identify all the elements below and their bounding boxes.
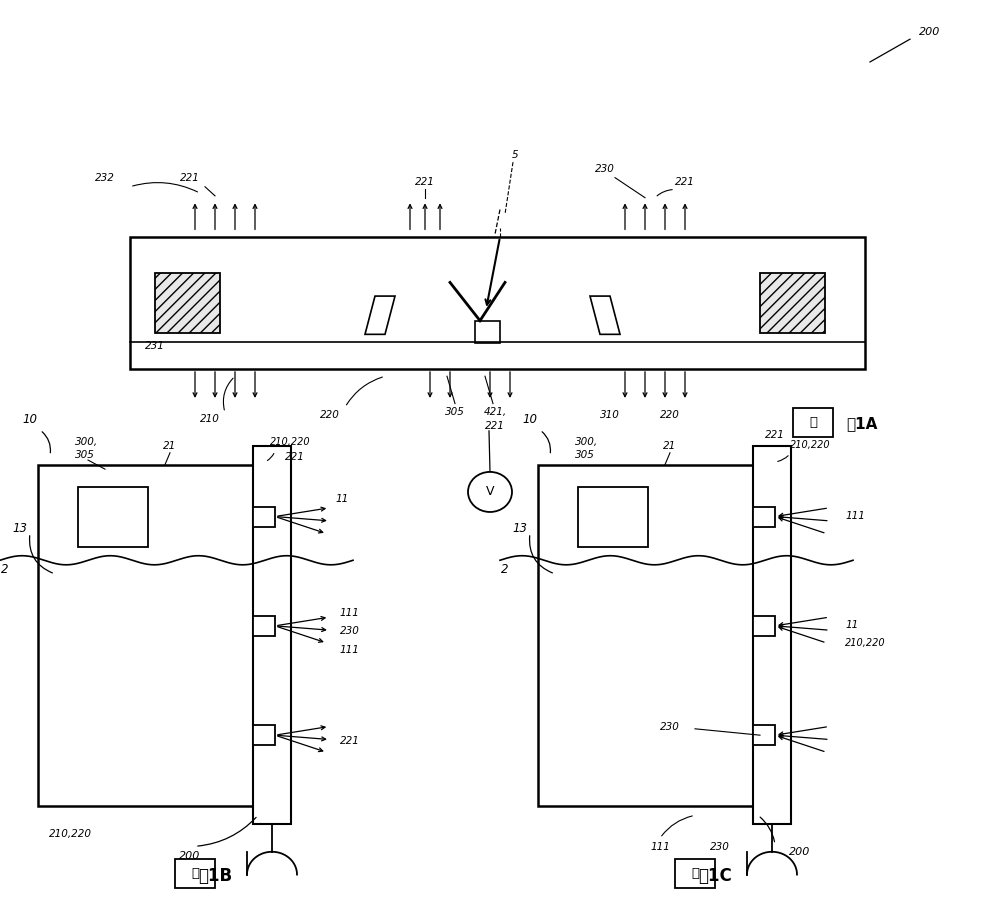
Text: 21: 21 <box>163 442 177 451</box>
Text: 13: 13 <box>12 522 28 535</box>
Polygon shape <box>590 296 620 334</box>
Bar <box>78 487 148 547</box>
Text: 230: 230 <box>595 164 615 173</box>
Text: V: V <box>486 486 494 498</box>
Text: 305: 305 <box>445 407 465 416</box>
Text: 230: 230 <box>660 722 680 732</box>
Text: 2: 2 <box>501 563 509 576</box>
FancyArrowPatch shape <box>778 456 788 461</box>
Text: 300,: 300, <box>575 437 598 446</box>
FancyArrowPatch shape <box>657 189 672 196</box>
FancyArrowPatch shape <box>542 432 550 453</box>
FancyArrowPatch shape <box>530 536 552 573</box>
Text: 200: 200 <box>919 27 941 36</box>
Text: 10: 10 <box>522 413 538 425</box>
FancyArrowPatch shape <box>30 536 52 573</box>
Bar <box>753 616 775 636</box>
Bar <box>538 465 753 806</box>
Text: 230: 230 <box>340 627 360 636</box>
Text: 210,220: 210,220 <box>48 829 92 838</box>
Bar <box>253 616 275 636</box>
Text: 421,: 421, <box>483 407 507 416</box>
Text: 21: 21 <box>663 442 677 451</box>
Bar <box>155 273 220 333</box>
Bar <box>760 273 825 333</box>
FancyArrowPatch shape <box>760 817 775 842</box>
Text: 11: 11 <box>845 620 858 630</box>
Text: 111: 111 <box>650 843 670 852</box>
Text: 11: 11 <box>335 495 348 504</box>
Bar <box>253 725 275 745</box>
FancyArrowPatch shape <box>267 454 274 461</box>
Text: 310: 310 <box>600 410 620 419</box>
FancyArrowPatch shape <box>346 377 382 404</box>
Text: 冬: 冬 <box>809 416 817 429</box>
Text: 232: 232 <box>95 173 115 182</box>
Text: 221: 221 <box>340 736 360 745</box>
Text: 305: 305 <box>75 451 95 460</box>
FancyArrowPatch shape <box>198 817 256 846</box>
Text: 221: 221 <box>180 173 200 182</box>
Text: 冬: 冬 <box>691 867 699 880</box>
Text: 300,: 300, <box>75 437 98 446</box>
Text: 210: 210 <box>200 415 220 424</box>
Bar <box>793 408 833 437</box>
Text: 210,220: 210,220 <box>790 440 830 449</box>
FancyArrowPatch shape <box>662 816 692 836</box>
Text: 221: 221 <box>485 422 505 431</box>
Bar <box>578 487 648 547</box>
Text: 111: 111 <box>340 609 360 618</box>
Text: 图1B: 图1B <box>198 867 232 885</box>
Text: 111: 111 <box>845 511 865 520</box>
Text: 220: 220 <box>660 410 680 419</box>
Text: 230: 230 <box>710 843 730 852</box>
Bar <box>675 859 715 888</box>
Bar <box>753 507 775 527</box>
Text: 221: 221 <box>765 431 785 440</box>
Text: 210,220: 210,220 <box>270 437 310 446</box>
Text: 221: 221 <box>285 453 305 462</box>
Text: 图1C: 图1C <box>698 867 732 885</box>
Text: 220: 220 <box>320 410 340 419</box>
Text: 111: 111 <box>340 645 360 654</box>
FancyArrowPatch shape <box>133 182 198 192</box>
Bar <box>253 446 291 824</box>
Text: 2: 2 <box>1 563 9 576</box>
Text: 200: 200 <box>179 852 201 861</box>
Bar <box>753 725 775 745</box>
Bar <box>175 859 215 888</box>
Text: 200: 200 <box>789 847 811 856</box>
Text: 221: 221 <box>675 178 695 187</box>
Bar <box>475 321 500 343</box>
FancyArrowPatch shape <box>42 432 50 453</box>
Text: 231: 231 <box>145 342 165 351</box>
Text: 13: 13 <box>512 522 528 535</box>
Text: 5: 5 <box>512 150 518 159</box>
Text: 210,220: 210,220 <box>845 639 886 648</box>
Text: 305: 305 <box>575 451 595 460</box>
Text: 221: 221 <box>415 178 435 187</box>
Text: 图1A: 图1A <box>846 416 878 431</box>
Text: 冬: 冬 <box>191 867 199 880</box>
Text: 10: 10 <box>22 413 38 425</box>
Polygon shape <box>365 296 395 334</box>
Bar <box>130 237 865 369</box>
Bar <box>38 465 253 806</box>
FancyArrowPatch shape <box>223 378 233 410</box>
Bar <box>753 446 791 824</box>
Bar <box>253 507 275 527</box>
